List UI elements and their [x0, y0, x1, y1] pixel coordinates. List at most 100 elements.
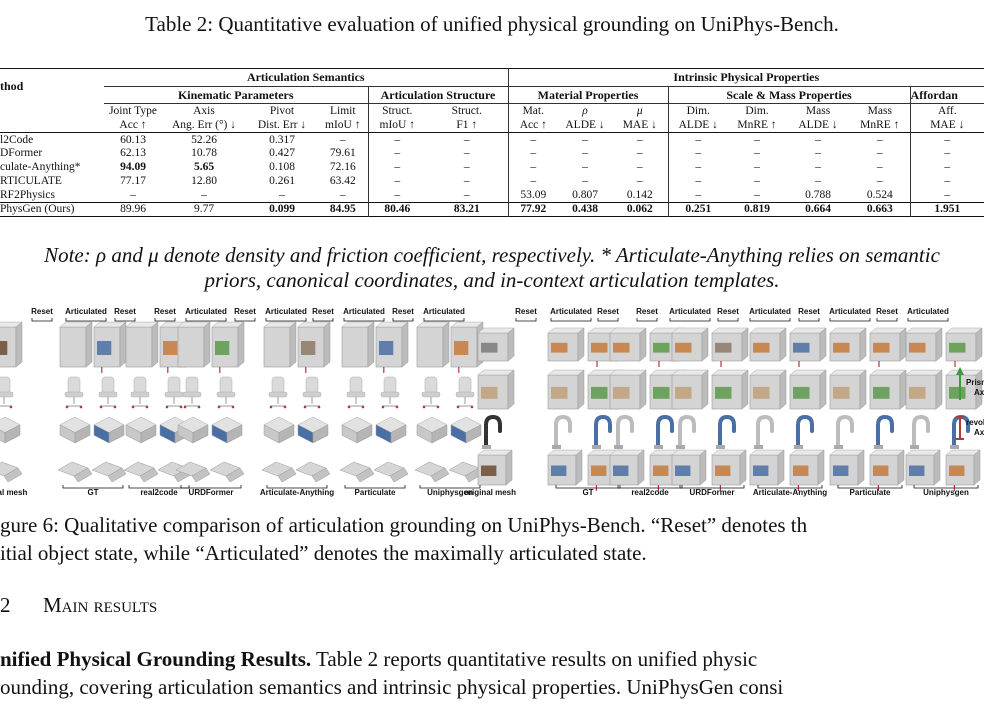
object-thumbnail — [123, 461, 159, 483]
state-label-reset: Reset — [234, 307, 256, 316]
object-thumbnail — [869, 449, 905, 491]
table-cell: – — [695, 161, 702, 174]
table-cell: 0.819 — [744, 203, 770, 216]
table-cell: – — [394, 161, 401, 174]
object-thumbnail — [341, 321, 375, 368]
method-name: PhysGen (Ours) — [0, 203, 75, 216]
col-header-l1: Struct. — [382, 105, 413, 117]
object-thumbnail — [416, 416, 448, 444]
object-thumbnail — [295, 461, 331, 483]
table-cell: – — [944, 189, 951, 201]
object-thumbnail — [910, 414, 930, 449]
table-cell: 0.664 — [805, 203, 831, 216]
object-thumbnail — [905, 449, 941, 486]
col-header-l2: ALDE ↓ — [798, 119, 838, 131]
table-cell: – — [426, 174, 509, 189]
table-cell: 52.26 — [191, 133, 217, 146]
table-cell: – — [754, 161, 760, 174]
legend-prismatic-label: Prism — [966, 378, 984, 387]
object-thumbnail — [177, 321, 211, 368]
table-cell: – — [394, 147, 401, 160]
sub-kinematic: Kinematic Parameters — [104, 86, 369, 104]
object-thumbnail — [671, 327, 709, 362]
object-thumbnail — [552, 414, 572, 449]
object-thumbnail — [711, 327, 749, 367]
object-thumbnail — [834, 414, 854, 449]
table-cell: – — [201, 189, 207, 201]
figure-caption-line-1: gure 6: Qualitative comparison of articu… — [0, 513, 808, 537]
table-cell: – — [318, 188, 369, 203]
table-cell: – — [394, 175, 401, 188]
column-label: real2code — [631, 488, 669, 497]
sub-material: Material Properties — [508, 86, 669, 104]
object-thumbnail — [341, 416, 373, 444]
table-cell: – — [426, 160, 509, 175]
table-cell: 0.438 — [572, 203, 598, 216]
state-label-articulated: Articulated — [65, 307, 107, 316]
table-cell: – — [318, 132, 369, 147]
table-cell: – — [815, 161, 821, 174]
table-cell: 80.46 — [384, 203, 411, 216]
table-cell: – — [944, 147, 951, 160]
col-header-l2: MnRE ↑ — [850, 118, 911, 133]
object-thumbnail — [592, 414, 612, 449]
object-thumbnail — [671, 449, 707, 486]
table-row: RF2Physics – – – – – –53.09 0.807 0.142– –0.788 0.… — [0, 188, 984, 203]
table-cell: – — [944, 133, 951, 146]
table-cell: – — [695, 175, 702, 188]
column-label: Articulate-Anything — [260, 488, 334, 497]
object-thumbnail — [614, 414, 634, 449]
table-row: RTICULATE 77.17 12.80 0.261 63.42 – – – – – – – – – – — [0, 174, 984, 189]
object-thumbnail — [874, 414, 894, 449]
table-cell: – — [695, 133, 702, 146]
object-thumbnail — [268, 376, 288, 409]
state-label-reset: Reset — [392, 307, 414, 316]
object-thumbnail — [414, 461, 450, 483]
table-cell: – — [612, 174, 669, 189]
object-thumbnail — [477, 327, 515, 362]
object-thumbnail — [211, 321, 245, 373]
table-cell: – — [530, 133, 537, 146]
table-cell: 9.77 — [193, 203, 215, 216]
object-thumbnail — [829, 449, 865, 486]
col-header-l2: MnRE ↑ — [737, 119, 777, 131]
state-label-articulated: Articulated — [550, 307, 592, 316]
col-header-l1: ρ — [582, 105, 588, 117]
state-label-articulated: Articulated — [829, 307, 871, 316]
state-label-reset: Reset — [876, 307, 898, 316]
object-thumbnail — [130, 376, 150, 409]
table-cell: – — [850, 132, 911, 147]
object-thumbnail — [945, 449, 981, 491]
column-label: Particulate — [850, 488, 891, 497]
object-thumbnail — [869, 369, 907, 410]
object-thumbnail — [905, 327, 943, 362]
object-thumbnail — [57, 461, 93, 483]
table-cell: 1.951 — [934, 203, 961, 216]
object-thumbnail — [482, 414, 502, 449]
object-thumbnail — [175, 461, 211, 483]
column-label: GT — [87, 488, 98, 497]
paragraph-text-1: Table 2 reports quantitative results on … — [311, 647, 758, 671]
table-cell: – — [850, 174, 911, 189]
col-header-l2: MAE ↓ — [612, 118, 669, 133]
object-thumbnail — [346, 376, 366, 409]
col-header-l2: F1 ↑ — [426, 118, 509, 133]
object-thumbnail — [263, 321, 297, 368]
table-cell: – — [279, 189, 285, 201]
sub-affordance: Affordan — [910, 86, 984, 104]
paragraph-line-1: nified Physical Grounding Results. Table… — [0, 645, 757, 673]
object-thumbnail — [182, 376, 202, 409]
table-caption: Table 2: Quantitative evaluation of unif… — [145, 12, 839, 36]
table-cell: 63.42 — [318, 174, 369, 189]
state-label-articulated: Articulated — [669, 307, 711, 316]
column-label: GT — [582, 488, 593, 497]
object-thumbnail — [0, 376, 14, 409]
paragraph-line-2: ounding, covering articulation semantics… — [0, 675, 784, 699]
column-label: URDFormer — [189, 488, 234, 497]
state-label-reset: Reset — [636, 307, 658, 316]
object-thumbnail — [261, 461, 297, 483]
table-row: l2Code 60.13 52.26 0.317 – – – – – – – – – – – — [0, 132, 984, 147]
table-cell: – — [530, 147, 537, 160]
col-header-l1: Mass — [805, 105, 831, 117]
section-number: 2 — [0, 593, 11, 617]
